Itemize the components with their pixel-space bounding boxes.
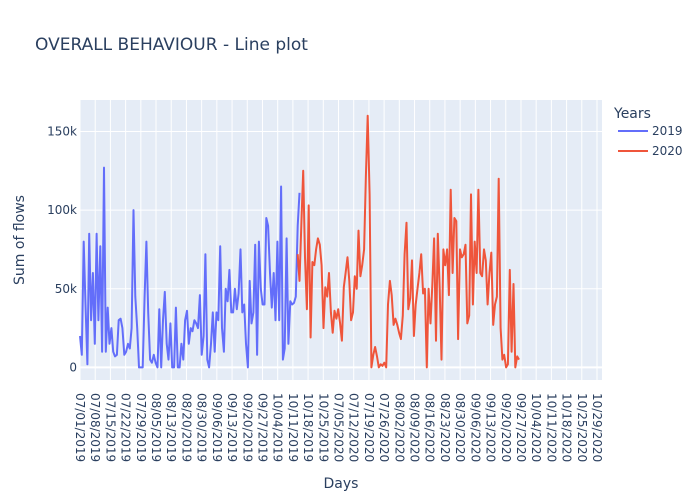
- x-tick-label: 09/20/2020: [499, 393, 513, 462]
- x-tick-label: 10/25/2020: [575, 393, 589, 462]
- x-tick-label: 09/13/2020: [484, 393, 498, 462]
- legend[interactable]: Years 2019 2020: [613, 106, 683, 158]
- x-tick-label: 07/19/2020: [362, 393, 376, 462]
- x-axis-title: Days: [324, 476, 359, 492]
- x-tick-label: 09/13/2019: [225, 393, 239, 462]
- legend-label-2020: 2020: [652, 144, 683, 158]
- y-tick-label: 0: [69, 360, 77, 374]
- x-tick-label: 08/30/2019: [195, 393, 209, 462]
- y-tick-label: 100k: [47, 203, 77, 217]
- x-tick-label: 10/04/2019: [271, 393, 285, 462]
- y-tick-label: 150k: [47, 124, 77, 138]
- x-tick-label: 09/06/2019: [210, 393, 224, 462]
- x-tick-label: 10/25/2019: [316, 393, 330, 462]
- x-tick-label: 08/20/2019: [179, 393, 193, 462]
- y-tick-label: 50k: [55, 282, 77, 296]
- x-tick-label: 10/04/2020: [529, 393, 543, 462]
- x-tick-label: 09/20/2019: [240, 393, 254, 462]
- legend-item-2020[interactable]: 2020: [618, 144, 683, 158]
- series-line-2020[interactable]: [296, 114, 520, 369]
- x-tick-label: 07/12/2020: [347, 393, 361, 462]
- x-tick-label: 08/09/2020: [408, 393, 422, 462]
- x-tick-label: 09/27/2019: [255, 393, 269, 462]
- x-tick-label: 08/05/2019: [149, 393, 163, 462]
- x-axis-ticks: 07/01/2019 07/08/2019 07/15/2019 07/22/2019…: [73, 393, 604, 462]
- x-tick-label: 09/27/2020: [514, 393, 528, 462]
- x-tick-label: 08/13/2019: [164, 393, 178, 462]
- series-line-2019[interactable]: [79, 166, 301, 369]
- x-tick-label: 09/06/2020: [468, 393, 482, 462]
- y-axis-ticks: 0 50k 100k 150k: [47, 124, 77, 374]
- x-tick-label: 07/08/2019: [88, 393, 102, 462]
- x-tick-label: 10/11/2020: [544, 393, 558, 462]
- x-tick-label: 08/23/2020: [438, 393, 452, 462]
- x-tick-label: 07/05/2020: [332, 393, 346, 462]
- x-tick-label: 07/29/2019: [134, 393, 148, 462]
- series-lines: [79, 114, 520, 369]
- legend-item-2019[interactable]: 2019: [618, 124, 683, 138]
- x-tick-label: 08/30/2020: [453, 393, 467, 462]
- x-tick-label: 07/26/2020: [377, 393, 391, 462]
- x-tick-label: 07/15/2019: [103, 393, 117, 462]
- x-tick-label: 10/29/2020: [590, 393, 604, 462]
- x-tick-label: 07/22/2019: [119, 393, 133, 462]
- y-axis-title: Sum of flows: [12, 195, 28, 285]
- x-tick-label: 10/11/2019: [286, 393, 300, 462]
- legend-title: Years: [613, 106, 651, 122]
- x-tick-label: 10/18/2020: [560, 393, 574, 462]
- chart-title: OVERALL BEHAVIOUR - Line plot: [35, 35, 308, 55]
- x-tick-label: 08/16/2020: [423, 393, 437, 462]
- legend-label-2019: 2019: [652, 124, 683, 138]
- x-tick-label: 10/18/2019: [301, 393, 315, 462]
- x-tick-label: 08/02/2020: [392, 393, 406, 462]
- x-tick-label: 07/01/2019: [73, 393, 87, 462]
